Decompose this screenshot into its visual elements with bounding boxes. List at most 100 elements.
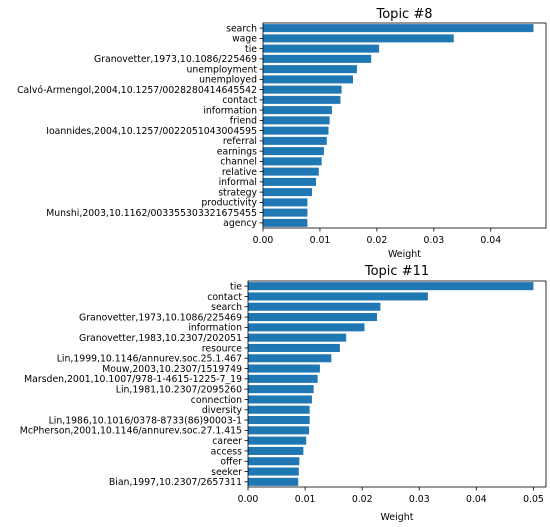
bar [248,282,534,291]
bar [263,44,380,53]
category-label: Granovetter,1973,10.1086/225469 [94,54,257,65]
x-tick-label: 0.01 [310,235,331,246]
bar [248,457,300,466]
bar [248,426,310,435]
category-label: Mouw,2003,10.2307/1519749 [102,364,242,375]
bar [263,147,324,156]
x-tick-label: 0.02 [352,494,373,505]
category-label: tie [230,281,242,292]
bar [263,126,329,135]
category-label: channel [220,157,257,168]
category-label: information [203,105,257,116]
bar [248,446,304,455]
bar [263,116,330,125]
x-axis-label: Weight [380,512,413,523]
x-tick-label: 0.03 [423,235,444,246]
chart-panel-1: Topic #8 searchwagetieGranovetter,1973,10… [17,7,547,260]
category-label: earnings [217,146,257,157]
category-label: Ioannides,2004,10.1257/0022051043004595 [46,126,257,137]
bar [263,75,353,84]
category-label: unemployed [199,75,257,86]
category-label: wage [232,34,257,45]
bar [263,54,372,63]
plot-frame [262,22,547,229]
x-tick-label: 0.04 [480,235,501,246]
bar [263,106,332,115]
category-label: Lin,1981,10.2307/2095260 [116,384,242,395]
category-label: informal [219,177,257,188]
bar [263,198,308,207]
x-tick-label: 0.01 [295,494,316,505]
x-tick-label: 0.04 [466,494,487,505]
bar [248,313,378,322]
category-label: Granovetter,1983,10.2307/202051 [79,333,242,344]
category-label: seeker [211,467,242,478]
bar [248,405,310,414]
category-label: career [212,436,242,447]
category-label: agency [223,218,257,229]
bar [248,323,365,332]
category-label: offer [220,457,242,468]
bar [248,302,381,311]
bar [263,24,534,33]
x-axis-label: Weight [388,249,421,260]
category-label: Lin,1999,10.1146/annurev.soc.25.1.467 [57,354,242,365]
plot-frame [247,280,547,488]
category-label: tie [245,44,257,55]
x-tick-label: 0.00 [253,235,274,246]
bar [248,364,320,373]
category-label: Lin,1986,10.1016/0378-8733(86)90003-1 [49,415,242,426]
bar [248,477,299,486]
category-label: resource [202,343,242,354]
x-tick-label: 0.05 [523,494,544,505]
chart-panel-2: Topic #11 tiecontactsearchGranovetter,197… [20,264,547,523]
bar [263,95,341,104]
bar [263,177,316,186]
category-label: relative [222,167,257,178]
category-label: contact [207,292,242,303]
category-label: diversity [202,405,243,416]
bar [248,467,299,476]
bar [248,292,428,301]
category-label: friend [230,116,257,127]
category-label: referral [223,136,257,147]
bar [263,85,342,94]
bar [248,374,318,383]
category-label: Munshi,2003,10.1162/00335530332167545​5 [46,208,257,219]
category-label: unemployment [186,64,257,75]
category-label: access [211,446,242,457]
bar [263,34,454,43]
bar [263,136,327,145]
bar [248,436,307,445]
category-label: Calvó-Armengol,2004,10.1257/002828041464… [17,85,257,96]
x-tick-label: 0.02 [367,235,388,246]
bar [263,157,322,166]
category-label: McPherson,2001,10.1146/annurev.soc.27.1.… [20,426,242,437]
bar [263,218,308,227]
category-label: strategy [218,187,257,198]
bar [248,395,312,404]
category-label: contact [222,95,257,106]
category-label: Marsden,2001,10.1007/978-1-4615-1225-7_1… [24,374,242,385]
bar [263,188,312,197]
chart-title: Topic #11 [364,264,429,279]
bar [263,208,308,217]
bar [248,343,340,352]
category-label: connection [191,395,242,406]
x-tick-label: 0.00 [238,494,259,505]
category-label: search [211,302,242,313]
category-label: Bian,1997,10.2307/2657311 [109,477,242,488]
bar [248,416,310,425]
bar [248,333,347,342]
bar [263,167,319,176]
category-label: Granovetter,1973,10.1086/225469 [79,312,242,323]
category-label: information [188,323,242,334]
chart-title: Topic #8 [376,7,433,22]
x-tick-label: 0.03 [409,494,430,505]
bar [248,385,314,394]
bar [263,65,357,74]
category-label: search [226,23,257,34]
bar [248,354,332,363]
category-label: productivity [201,198,257,209]
